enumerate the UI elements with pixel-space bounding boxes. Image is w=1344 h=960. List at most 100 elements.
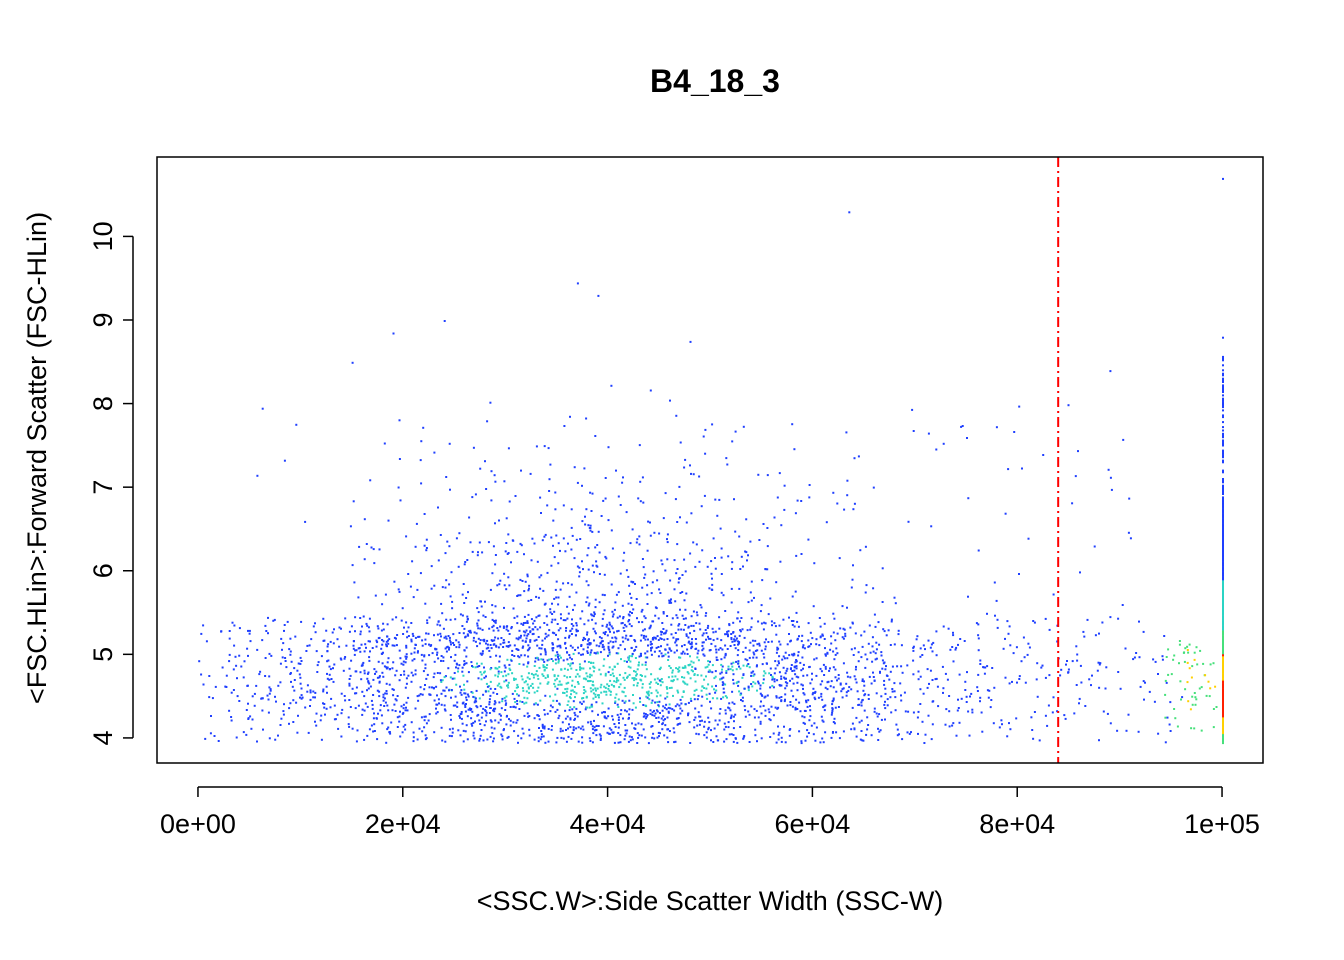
data-point bbox=[509, 644, 512, 647]
data-point bbox=[867, 693, 870, 696]
data-point bbox=[878, 730, 881, 733]
data-point bbox=[1222, 503, 1224, 505]
data-point bbox=[550, 621, 553, 624]
data-point bbox=[607, 732, 610, 735]
data-point bbox=[562, 537, 565, 540]
data-point bbox=[715, 651, 718, 654]
data-point bbox=[400, 705, 403, 708]
data-point bbox=[727, 635, 729, 638]
data-point bbox=[589, 680, 592, 682]
data-point bbox=[549, 695, 551, 698]
data-point bbox=[381, 722, 384, 725]
data-point bbox=[253, 704, 256, 707]
data-point bbox=[584, 677, 586, 680]
data-point bbox=[208, 675, 211, 677]
data-point bbox=[763, 656, 766, 659]
data-point bbox=[407, 635, 410, 637]
data-point bbox=[599, 686, 602, 689]
data-point bbox=[1222, 610, 1224, 612]
data-point bbox=[619, 504, 622, 506]
data-point bbox=[315, 650, 318, 653]
data-point bbox=[376, 676, 379, 679]
x-axis: 0e+00 2e+04 4e+04 6e+04 8e+04 1e+05 bbox=[160, 786, 1260, 839]
data-point bbox=[245, 709, 248, 711]
data-point bbox=[1178, 640, 1181, 642]
data-point bbox=[438, 702, 440, 705]
data-point bbox=[480, 662, 483, 665]
data-point bbox=[677, 628, 680, 631]
data-point bbox=[842, 662, 845, 665]
data-point bbox=[708, 587, 711, 590]
data-point bbox=[628, 713, 631, 716]
data-point bbox=[698, 715, 701, 718]
data-point bbox=[405, 701, 408, 704]
data-point bbox=[773, 680, 776, 683]
data-point bbox=[696, 652, 699, 655]
data-point bbox=[581, 484, 583, 487]
data-point bbox=[733, 498, 735, 501]
data-point bbox=[672, 636, 675, 639]
data-point bbox=[370, 546, 373, 549]
data-point bbox=[935, 677, 938, 680]
data-point bbox=[378, 695, 381, 698]
data-point bbox=[591, 618, 594, 621]
data-point bbox=[789, 679, 791, 682]
data-point bbox=[845, 682, 848, 685]
data-point bbox=[795, 660, 798, 663]
data-point bbox=[598, 573, 601, 575]
data-point bbox=[535, 616, 538, 619]
data-point bbox=[724, 653, 727, 656]
data-point bbox=[674, 641, 677, 644]
data-point bbox=[541, 725, 544, 728]
data-point bbox=[660, 633, 663, 636]
data-point bbox=[579, 538, 582, 540]
data-point bbox=[351, 361, 354, 364]
data-point bbox=[707, 716, 710, 719]
data-point bbox=[602, 711, 605, 713]
data-point bbox=[735, 637, 738, 640]
data-point bbox=[721, 684, 724, 686]
data-point bbox=[622, 676, 625, 679]
data-point bbox=[631, 722, 633, 725]
data-point bbox=[526, 683, 529, 686]
data-point bbox=[736, 741, 739, 744]
data-point bbox=[521, 580, 524, 582]
data-point bbox=[697, 649, 700, 652]
data-point bbox=[1222, 605, 1224, 607]
data-point bbox=[681, 591, 684, 593]
data-point bbox=[677, 581, 680, 584]
data-point bbox=[422, 670, 425, 673]
data-point bbox=[539, 496, 542, 499]
data-point bbox=[424, 738, 427, 741]
data-point bbox=[336, 713, 339, 716]
data-point bbox=[687, 625, 690, 628]
data-point bbox=[809, 709, 812, 712]
data-point bbox=[834, 706, 837, 709]
data-point bbox=[646, 584, 649, 587]
data-point bbox=[780, 740, 783, 743]
data-point bbox=[1030, 716, 1033, 719]
data-point bbox=[578, 575, 581, 578]
data-point bbox=[391, 667, 394, 670]
data-point bbox=[236, 677, 238, 680]
data-point bbox=[1125, 729, 1128, 732]
data-point bbox=[706, 665, 709, 668]
data-point bbox=[381, 652, 384, 655]
data-point bbox=[719, 647, 722, 650]
data-point bbox=[948, 725, 951, 728]
data-point bbox=[401, 607, 404, 610]
data-point bbox=[613, 723, 616, 725]
data-point bbox=[309, 691, 312, 694]
data-point bbox=[420, 440, 423, 443]
data-point bbox=[651, 581, 654, 584]
data-point bbox=[579, 666, 581, 669]
data-point bbox=[801, 684, 804, 687]
data-point bbox=[599, 739, 602, 741]
data-point bbox=[262, 728, 264, 731]
data-point bbox=[261, 407, 264, 410]
data-point bbox=[730, 733, 733, 736]
data-point bbox=[802, 667, 804, 670]
data-point bbox=[511, 692, 514, 695]
data-point bbox=[494, 480, 497, 483]
data-point bbox=[398, 590, 401, 593]
